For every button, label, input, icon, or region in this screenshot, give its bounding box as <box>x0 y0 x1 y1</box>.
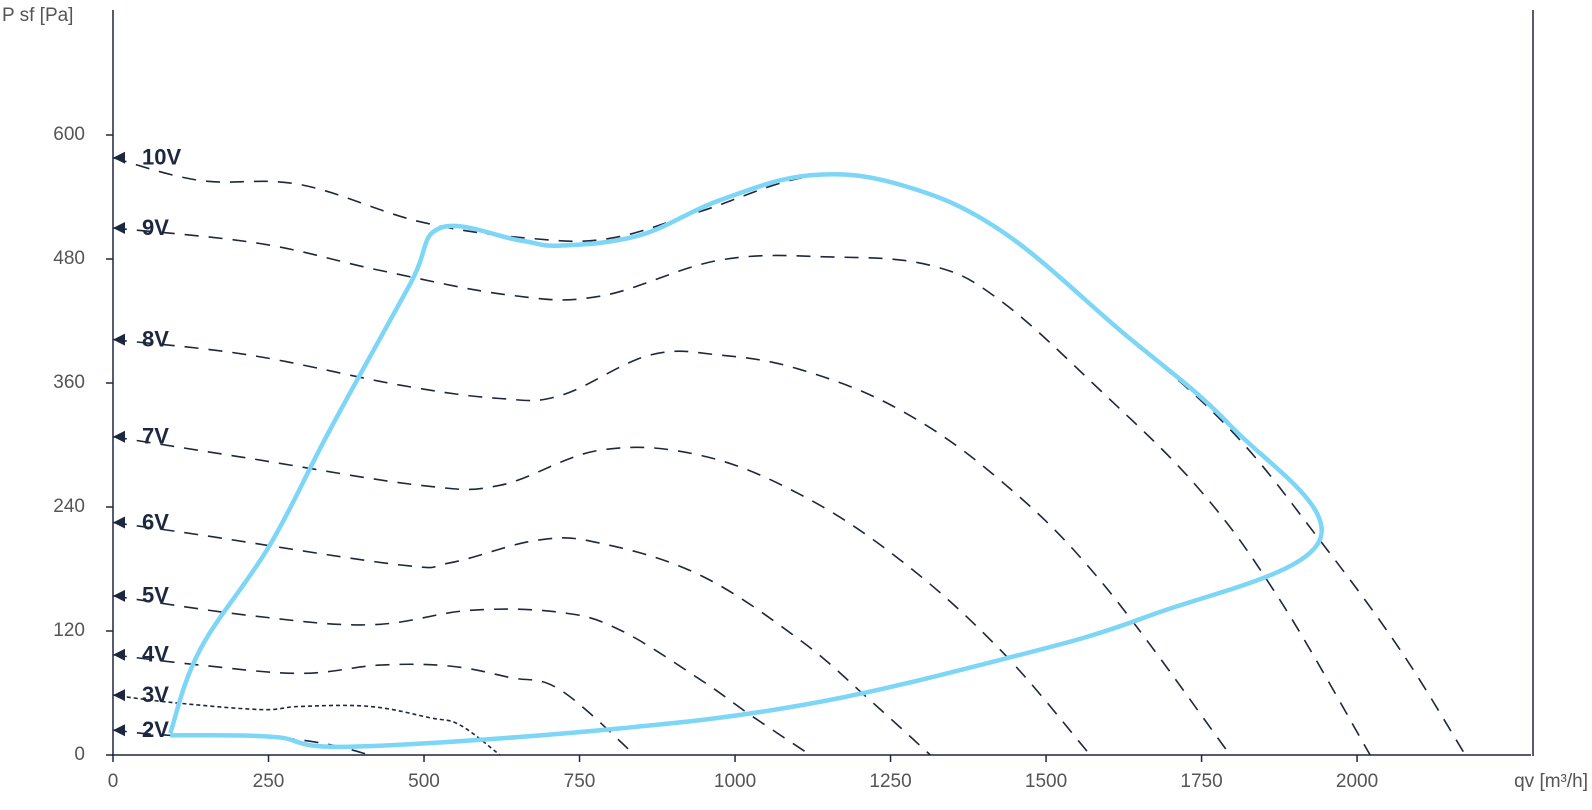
x-tick-label: 1000 <box>714 771 756 792</box>
label-arrow <box>113 589 125 602</box>
x-tick-label: 1750 <box>1180 771 1222 792</box>
y-tick-label: 240 <box>53 496 85 517</box>
fan-curve <box>112 435 1091 756</box>
series-label: 10V <box>142 145 181 170</box>
label-arrow <box>113 516 125 529</box>
label-arrow <box>113 724 125 737</box>
y-tick-label: 0 <box>74 744 85 765</box>
label-arrow <box>113 648 125 661</box>
label-arrow <box>113 689 125 702</box>
series-label: 8V <box>142 326 169 351</box>
fan-curve <box>112 653 636 756</box>
x-tick-label: 250 <box>253 771 285 792</box>
fan-curve <box>112 694 501 756</box>
series-label: 5V <box>142 583 169 608</box>
label-arrow <box>113 151 125 164</box>
x-tick-label: 1500 <box>1025 771 1067 792</box>
y-axis-label: P sf [Pa] <box>2 5 73 26</box>
series-label: 2V <box>142 717 169 742</box>
y-tick-label: 600 <box>53 124 85 145</box>
x-tick-label: 750 <box>564 771 596 792</box>
y-tick-label: 480 <box>53 248 85 269</box>
x-tick-label: 0 <box>108 771 119 792</box>
label-arrow <box>113 333 125 346</box>
x-tick-label: 2000 <box>1336 771 1378 792</box>
label-arrow <box>113 222 125 234</box>
x-tick-label: 1250 <box>869 771 911 792</box>
operating-envelope <box>168 171 1324 750</box>
x-tick-label: 500 <box>408 771 440 792</box>
x-axis-label: qv [m³/h] <box>1514 771 1588 792</box>
series-label: 7V <box>142 424 169 449</box>
fan-curve <box>112 595 811 756</box>
series-label: 9V <box>142 215 169 240</box>
series-label: 6V <box>142 509 169 534</box>
y-tick-label: 360 <box>53 372 85 393</box>
fan-curve <box>112 521 931 756</box>
fan-curve <box>112 227 1371 756</box>
series-label: 3V <box>142 682 169 707</box>
y-tick-label: 120 <box>53 620 85 641</box>
series-label: 4V <box>142 642 169 667</box>
label-arrow <box>113 430 125 443</box>
